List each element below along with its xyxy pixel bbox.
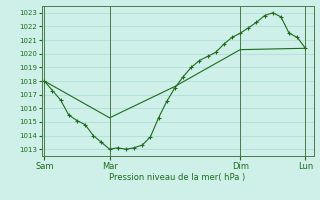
X-axis label: Pression niveau de la mer( hPa ): Pression niveau de la mer( hPa ) [109,173,246,182]
